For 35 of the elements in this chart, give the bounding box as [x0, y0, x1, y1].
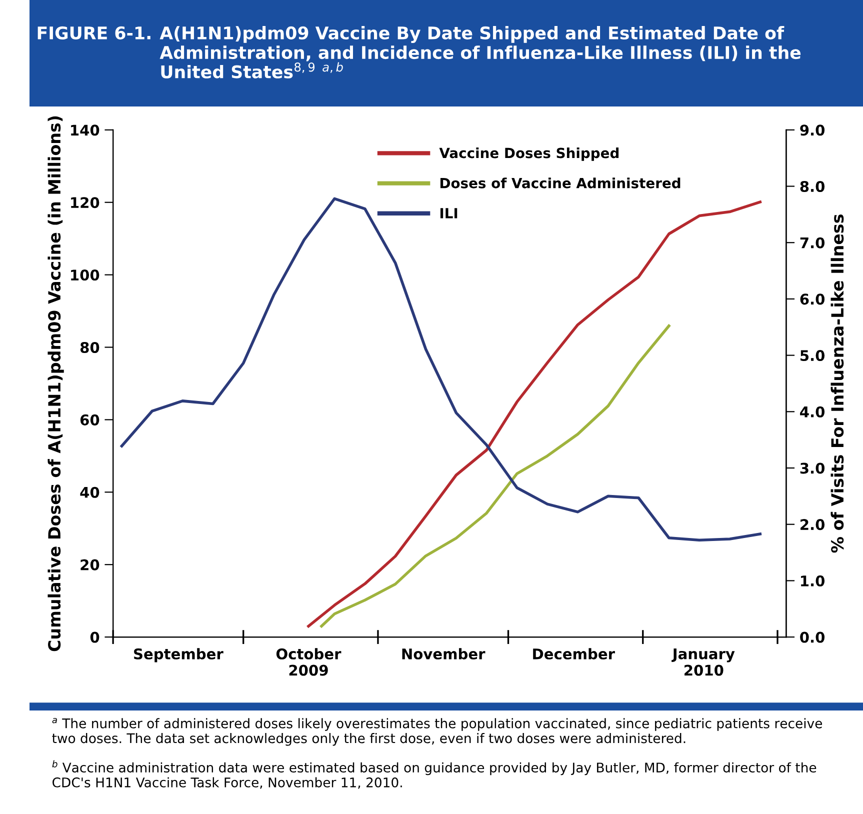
y-tick-label: 20	[80, 559, 100, 570]
y2-tick-label: 0.0	[800, 632, 825, 643]
line-series	[307, 200, 762, 628]
y2-tick-label: 3.0	[800, 462, 825, 474]
y2-axis-title: % of Visits For Influenza-Like Illness	[830, 214, 844, 553]
y-tick-label: 40	[80, 486, 100, 498]
y-tick-label: 120	[71, 197, 100, 208]
legend-label: ILI	[440, 208, 458, 218]
y2-tick-label: 6.0	[800, 294, 825, 305]
x-tick-label: December	[533, 648, 615, 660]
legend-label: Doses of Vaccine Administered	[440, 178, 680, 188]
caption: FIGURE 6-1.	[38, 26, 150, 40]
x-tick-label: October 2009	[276, 648, 342, 676]
chart-title: A(H1N1)pdm09 Vaccine By Date Shipped and Estimated Date of Administration, and Incidence of Influenza-Like Illness (ILI) in the United States$^{8,9 a,b}$	[160, 26, 801, 78]
y2-tick-label: 4.0	[800, 406, 825, 418]
line-series	[320, 324, 670, 628]
y2-tick-label: 2.0	[800, 519, 825, 530]
y-tick-label: 80	[80, 342, 100, 353]
y-tick-label: 100	[71, 270, 100, 281]
x-tick-label: September	[134, 648, 224, 662]
legend-label: Vaccine Doses Shipped	[439, 147, 619, 161]
text: $^{b}$ Vaccine administration data were estimated based on guidance provided by Jay Butler, MD, former director of the CDC's H1N1 Vaccine Task Force, November 11, 2010.	[52, 760, 816, 789]
y2-tick-label: 1.0	[801, 575, 825, 586]
text: $^{a}$ The number of administered doses likely overestimates the population vaccinated, since pediatric patients receive two doses. The data set acknowledges only the first dose, even if two doses were administered.	[52, 718, 822, 746]
y-tick-label: 140	[71, 124, 100, 136]
y2-tick-label: 9.0	[800, 124, 825, 136]
line-series	[120, 197, 762, 542]
x-tick-label: November	[402, 648, 486, 660]
y2-tick-label: 8.0	[800, 180, 825, 192]
y2-tick-label: 7.0	[800, 237, 825, 248]
y-axis-title: Cumulative Doses of A(H1N1)pdm09 Vaccine (in Millions)	[48, 116, 64, 652]
y-tick-label: 0	[90, 632, 100, 643]
y2-tick-label: 5.0	[800, 350, 825, 362]
y-tick-label: 60	[80, 414, 100, 426]
x-tick-label: January 2010	[672, 648, 735, 676]
